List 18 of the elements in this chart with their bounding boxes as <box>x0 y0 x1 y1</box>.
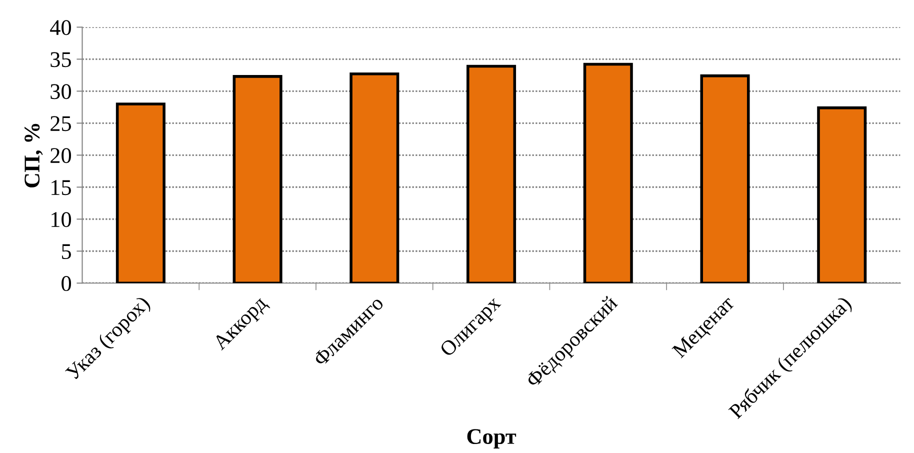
y-tick-label: 10 <box>52 212 71 228</box>
y-tick-label: 0 <box>62 276 71 292</box>
bar <box>350 72 400 284</box>
y-tick-label: 40 <box>50 20 71 36</box>
y-tick-label: 20 <box>50 148 71 164</box>
bar <box>466 64 516 284</box>
y-axis-title: СП, % <box>24 124 43 188</box>
x-axis-title: Сорт <box>467 429 516 449</box>
bar <box>700 74 750 284</box>
y-tick-label: 25 <box>50 116 71 132</box>
bar <box>116 102 166 284</box>
bar <box>232 75 282 284</box>
y-tick-label: 30 <box>50 84 71 100</box>
bar <box>817 106 867 284</box>
y-tick-label: 15 <box>52 180 71 196</box>
y-tick-label: 5 <box>62 244 71 260</box>
y-tick-label: 35 <box>50 52 71 68</box>
bar <box>583 62 633 284</box>
